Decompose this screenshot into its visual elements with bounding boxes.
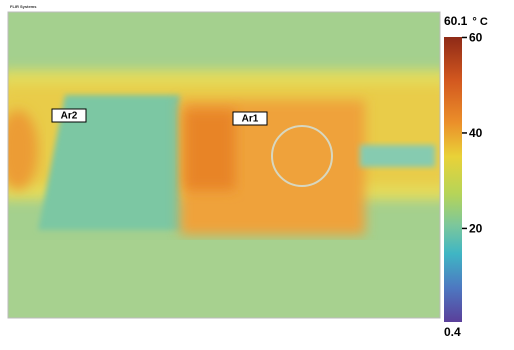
area-label: Ar2 bbox=[61, 111, 78, 122]
page: FLIR Systems 60.1 ° C 0.4 Ar2Ar1604020 (… bbox=[0, 0, 514, 350]
colorbar bbox=[444, 37, 462, 322]
thermal-image bbox=[0, 12, 450, 318]
colorbar-tick-label: 40 bbox=[469, 126, 483, 140]
colorbar-min: 0.4 bbox=[444, 325, 461, 339]
colorbar-tick-label: 60 bbox=[469, 31, 483, 45]
colorbar-tick-label: 20 bbox=[469, 222, 483, 236]
colorbar-unit: ° C bbox=[472, 16, 487, 28]
area-label: Ar1 bbox=[242, 114, 259, 125]
brand: FLIR Systems bbox=[10, 4, 37, 9]
thermal-view: FLIR Systems 60.1 ° C 0.4 Ar2 Ar1 60 40 20 bbox=[0, 0, 514, 350]
colorbar-max: 60.1 bbox=[444, 14, 468, 28]
